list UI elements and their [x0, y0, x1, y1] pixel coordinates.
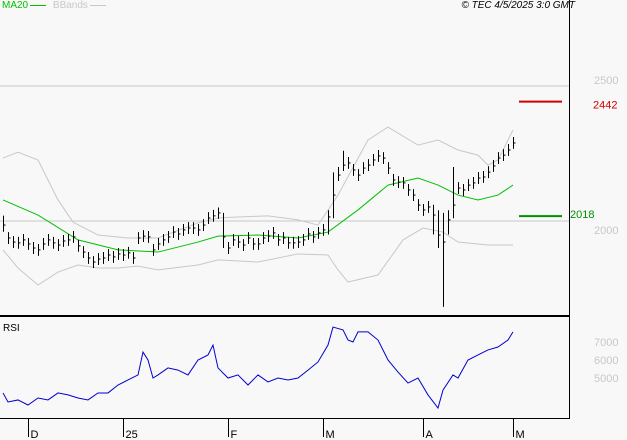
level-label: 2018: [570, 209, 594, 221]
legend: MA20 BBands: [2, 0, 106, 11]
x-tick-label: 25: [126, 429, 138, 440]
legend-ma20: MA20: [2, 0, 29, 11]
bband-lower-line: [2, 227, 513, 286]
rsi-title: RSI: [3, 323, 20, 334]
bband-upper-line: [2, 126, 514, 239]
legend-ma20-swatch: [30, 4, 47, 6]
x-tick-label: F: [231, 429, 238, 440]
legend-bbands-swatch: [89, 4, 106, 6]
y-tick-label: 2000: [594, 225, 618, 237]
legend-bbands: BBands: [52, 0, 88, 11]
x-tick-label: M: [326, 429, 335, 440]
x-tick-label: D: [31, 429, 39, 440]
y-tick-label: 2500: [594, 75, 618, 87]
copyright-text: © TEC 4/5/2025 3:0 GMT: [461, 0, 575, 11]
x-tick-label: A: [426, 429, 434, 440]
rsi-tick-label: 7000: [594, 337, 618, 349]
x-tick-label: M: [516, 429, 525, 440]
rsi-line: [2, 326, 514, 410]
rsi-tick-label: 6000: [594, 355, 618, 367]
rsi-tick-label: 5000: [594, 373, 618, 385]
level-label: 2442: [593, 100, 617, 112]
